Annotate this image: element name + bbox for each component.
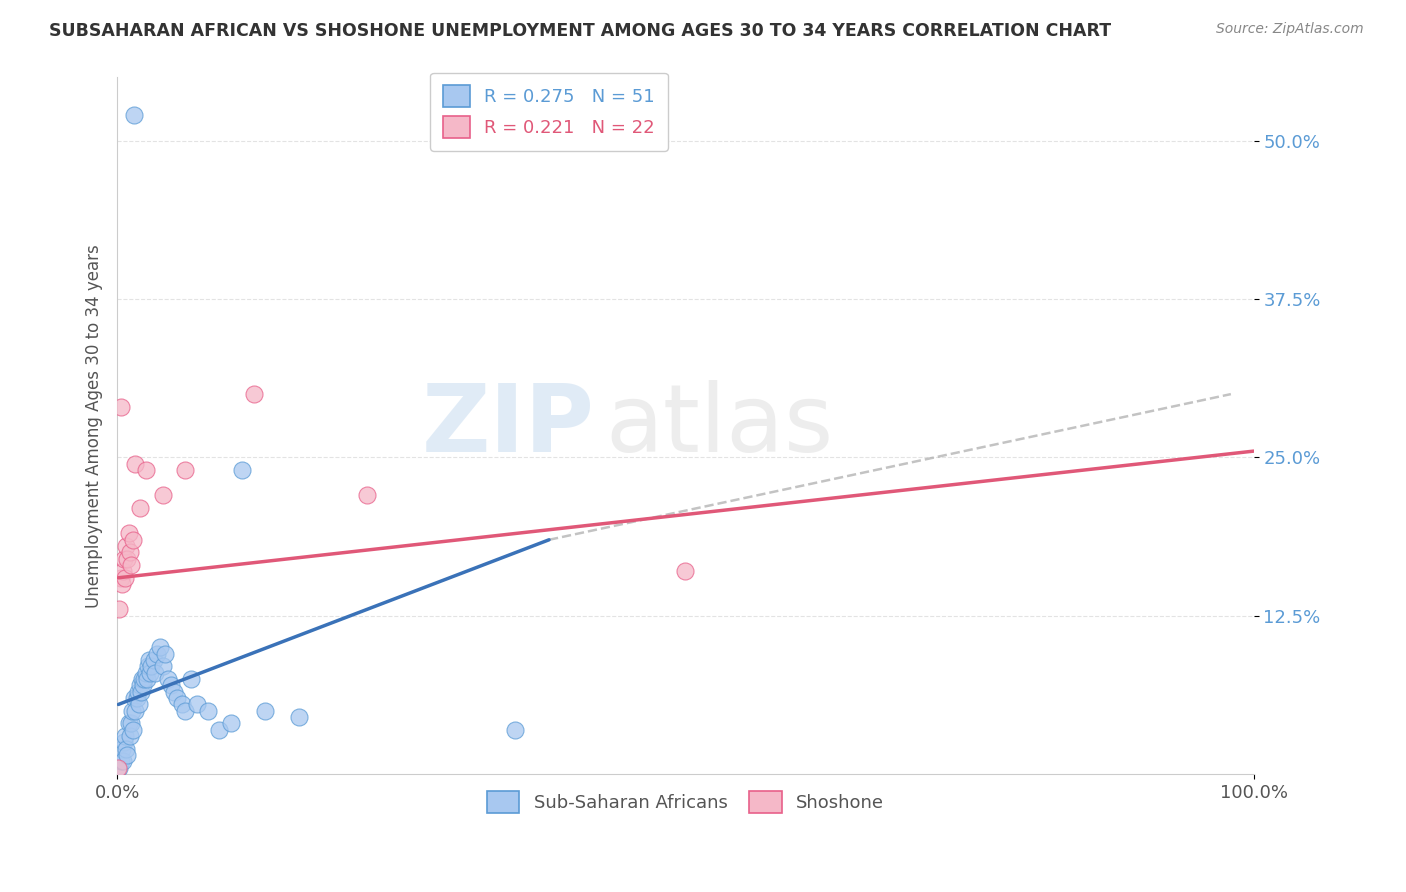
Point — [143, 665, 166, 680]
Point — [503, 723, 526, 737]
Point — [163, 685, 186, 699]
Point — [108, 761, 131, 775]
Text: Source: ZipAtlas.com: Source: ZipAtlas.com — [1216, 22, 1364, 37]
Point — [122, 533, 145, 547]
Point — [121, 704, 143, 718]
Point — [114, 729, 136, 743]
Legend: Sub-Saharan Africans, Shoshone: Sub-Saharan Africans, Shoshone — [475, 780, 896, 824]
Point — [356, 488, 378, 502]
Point — [152, 659, 174, 673]
Point — [139, 665, 162, 680]
Point — [170, 698, 193, 712]
Point — [122, 691, 145, 706]
Point — [166, 691, 188, 706]
Point — [242, 387, 264, 401]
Point — [208, 723, 231, 737]
Y-axis label: Unemployment Among Ages 30 to 34 years: Unemployment Among Ages 30 to 34 years — [86, 244, 103, 607]
Point — [142, 653, 165, 667]
Point — [124, 704, 146, 718]
Point — [111, 565, 134, 579]
Point — [115, 741, 138, 756]
Point — [673, 565, 696, 579]
Point — [197, 704, 219, 718]
Point — [253, 704, 276, 718]
Point — [135, 672, 157, 686]
Point — [122, 723, 145, 737]
Point — [112, 735, 135, 749]
Point — [117, 526, 139, 541]
Point — [131, 672, 153, 686]
Point — [135, 665, 157, 680]
Point — [125, 691, 148, 706]
Point — [153, 647, 176, 661]
Point — [118, 729, 141, 743]
Point — [135, 463, 157, 477]
Point — [107, 761, 129, 775]
Point — [174, 463, 197, 477]
Text: atlas: atlas — [606, 380, 834, 472]
Point — [117, 551, 139, 566]
Point — [124, 457, 146, 471]
Point — [110, 400, 132, 414]
Point — [174, 704, 197, 718]
Point — [219, 716, 242, 731]
Point — [157, 672, 180, 686]
Point — [120, 716, 142, 731]
Point — [231, 463, 253, 477]
Point — [120, 558, 142, 573]
Point — [110, 755, 132, 769]
Point — [159, 678, 181, 692]
Point — [108, 602, 131, 616]
Point — [115, 539, 138, 553]
Point — [129, 685, 152, 699]
Point — [129, 678, 152, 692]
Point — [134, 672, 156, 686]
Point — [128, 698, 150, 712]
Point — [129, 501, 152, 516]
Point — [180, 672, 202, 686]
Point — [288, 710, 311, 724]
Point — [132, 678, 155, 692]
Point — [111, 577, 134, 591]
Point — [112, 551, 135, 566]
Point — [111, 741, 134, 756]
Point — [136, 659, 159, 673]
Point — [111, 755, 134, 769]
Point — [122, 108, 145, 122]
Point — [110, 571, 132, 585]
Point — [118, 545, 141, 559]
Text: ZIP: ZIP — [422, 380, 595, 472]
Point — [146, 647, 169, 661]
Point — [117, 716, 139, 731]
Point — [117, 748, 139, 763]
Point — [141, 659, 163, 673]
Point — [186, 698, 208, 712]
Point — [127, 685, 149, 699]
Point — [114, 571, 136, 585]
Text: SUBSAHARAN AFRICAN VS SHOSHONE UNEMPLOYMENT AMONG AGES 30 TO 34 YEARS CORRELATIO: SUBSAHARAN AFRICAN VS SHOSHONE UNEMPLOYM… — [49, 22, 1111, 40]
Point — [149, 640, 172, 655]
Point — [152, 488, 174, 502]
Point — [138, 653, 160, 667]
